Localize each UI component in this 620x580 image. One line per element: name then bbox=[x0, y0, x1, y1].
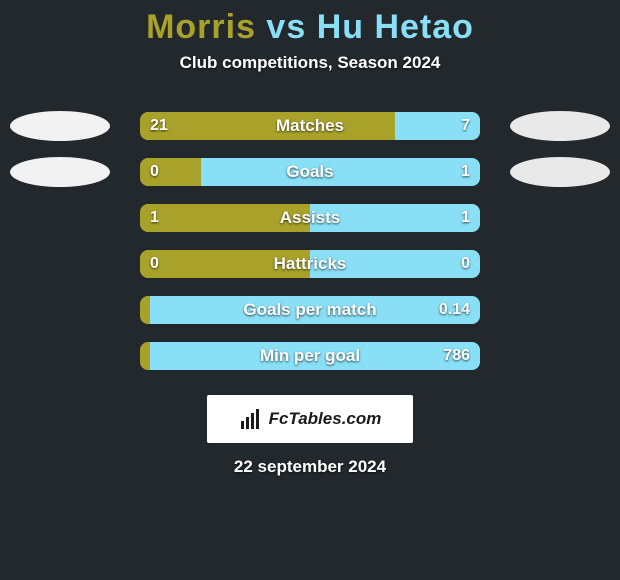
stat-bar: Min per goal786 bbox=[140, 342, 480, 370]
stat-row: Min per goal786 bbox=[0, 333, 620, 379]
stat-bar: Goals01 bbox=[140, 158, 480, 186]
date-label: 22 september 2024 bbox=[0, 457, 620, 477]
stat-row: Assists11 bbox=[0, 195, 620, 241]
bar-left-fill bbox=[140, 158, 201, 186]
stat-bar: Hattricks00 bbox=[140, 250, 480, 278]
bar-right-fill bbox=[150, 342, 480, 370]
bar-left-fill bbox=[140, 112, 395, 140]
stat-bar: Matches217 bbox=[140, 112, 480, 140]
fctables-logo-icon bbox=[239, 407, 263, 431]
bar-left-fill bbox=[140, 250, 310, 278]
stat-row: Hattricks00 bbox=[0, 241, 620, 287]
page-title: Morris vs Hu Hetao bbox=[0, 8, 620, 47]
bar-left-fill bbox=[140, 342, 150, 370]
bar-left-fill bbox=[140, 296, 150, 324]
subtitle: Club competitions, Season 2024 bbox=[0, 53, 620, 73]
stat-bar: Assists11 bbox=[140, 204, 480, 232]
source-badge-text: FcTables.com bbox=[269, 409, 382, 429]
bar-right-fill bbox=[310, 250, 480, 278]
avatar-right bbox=[510, 111, 610, 141]
stat-bar: Goals per match0.14 bbox=[140, 296, 480, 324]
avatar-right bbox=[510, 157, 610, 187]
title-vs: vs bbox=[266, 8, 316, 46]
stat-row: Goals per match0.14 bbox=[0, 287, 620, 333]
title-left: Morris bbox=[146, 8, 266, 46]
title-right: Hu Hetao bbox=[317, 8, 474, 46]
bar-right-fill bbox=[310, 204, 480, 232]
avatar-left bbox=[10, 111, 110, 141]
stat-row: Matches217 bbox=[0, 103, 620, 149]
source-badge: FcTables.com bbox=[207, 395, 413, 443]
bar-right-fill bbox=[395, 112, 480, 140]
comparison-infographic: Morris vs Hu Hetao Club competitions, Se… bbox=[0, 0, 620, 580]
avatar-left bbox=[10, 157, 110, 187]
bar-right-fill bbox=[201, 158, 480, 186]
bar-left-fill bbox=[140, 204, 310, 232]
stat-rows: Matches217 Goals01 Assists11 Hattricks00 Goa… bbox=[0, 103, 620, 379]
stat-row: Goals01 bbox=[0, 149, 620, 195]
bar-right-fill bbox=[150, 296, 480, 324]
